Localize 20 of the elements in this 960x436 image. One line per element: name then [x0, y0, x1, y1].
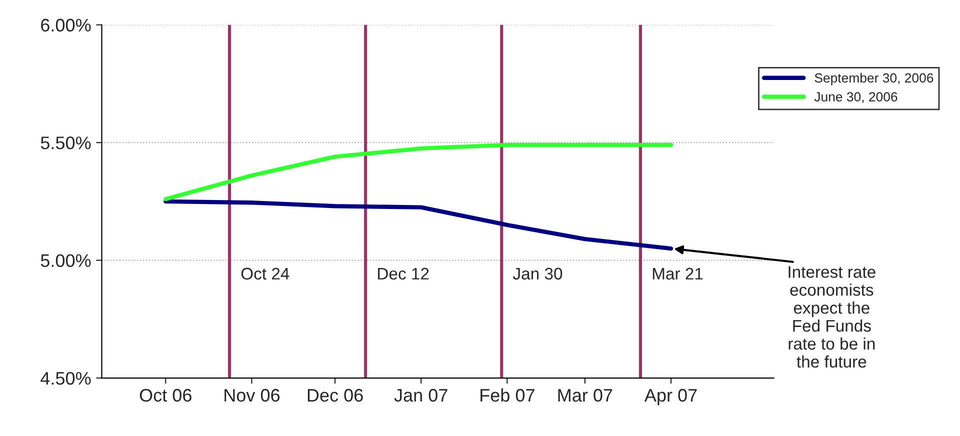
x-tick-label: Apr 07	[644, 388, 697, 406]
y-tick-label: 5.50%	[40, 136, 91, 150]
y-tick-label: 5.00%	[40, 254, 91, 268]
legend-label: September 30, 2006	[814, 72, 934, 86]
annotation: Interest rate economists expect the Fed Funds rate to be in the future	[788, 266, 876, 368]
x-tick-label: Dec 06	[308, 388, 363, 402]
line-series	[164, 199, 674, 251]
y-tick-label: 4.50%	[40, 372, 91, 385]
ref-line-label: Jan 30	[512, 268, 562, 280]
line-series	[164, 142, 674, 202]
y-tick-label: 6.00%	[41, 18, 91, 32]
ref-line-label: Oct 24	[241, 268, 290, 280]
x-tick-label: Oct 06	[140, 388, 192, 402]
ref-line-label: Dec 12	[378, 268, 429, 280]
x-tick-label: Feb 07	[480, 388, 534, 402]
ref-line-label: Mar 21	[652, 268, 703, 280]
x-tick-label: Nov 06	[224, 388, 280, 402]
x-tick-label: Mar 07	[558, 388, 612, 402]
x-tick-label: Jan 07	[394, 388, 448, 402]
legend-label: June 30, 2006	[814, 92, 898, 104]
